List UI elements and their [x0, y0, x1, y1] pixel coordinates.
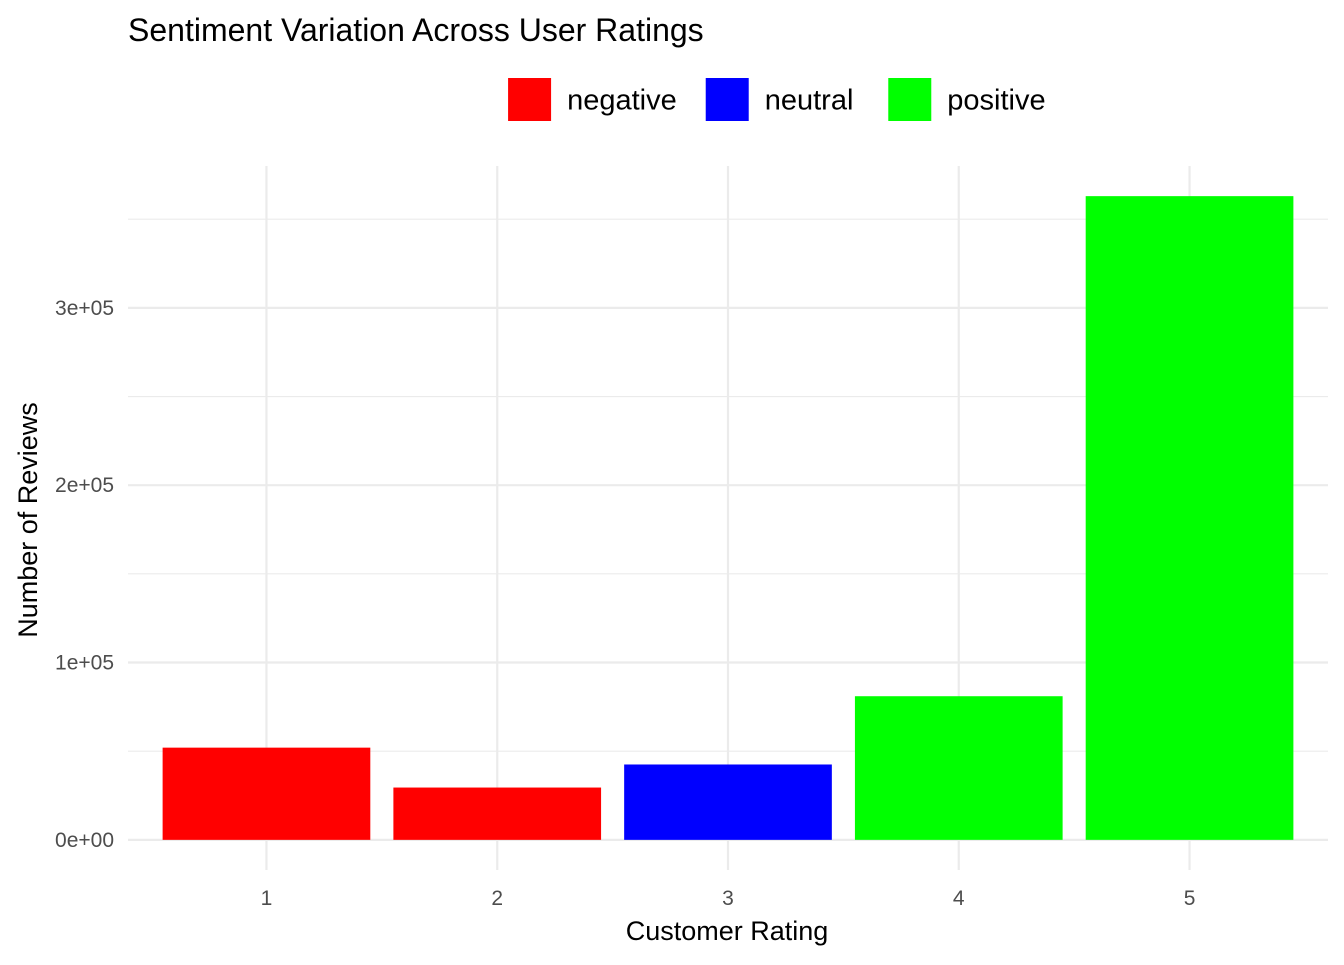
bar-rating-5 — [1085, 196, 1294, 840]
y-axis-label: Number of Reviews — [13, 402, 43, 638]
tick-layer: 0e+00 1e+05 2e+05 3e+05 1 2 3 4 5 — [55, 297, 1195, 910]
bar-rating-4 — [854, 696, 1063, 840]
bar-rating-2 — [393, 787, 602, 840]
x-tick-label: 2 — [491, 887, 503, 910]
legend-key-negative — [508, 78, 552, 121]
legend-label-positive: positive — [947, 85, 1045, 117]
y-tick-label: 2e+05 — [55, 474, 114, 497]
legend-label-negative: negative — [567, 85, 677, 117]
x-tick-label: 4 — [953, 887, 965, 910]
legend-key-positive — [888, 78, 932, 121]
x-axis-label: Customer Rating — [626, 916, 829, 946]
legend-item-positive: positive — [888, 78, 1046, 121]
x-tick-label: 5 — [1184, 887, 1196, 910]
legend-label-neutral: neutral — [765, 85, 854, 117]
chart-title: Sentiment Variation Across User Ratings — [128, 12, 704, 48]
bar-rating-1 — [162, 747, 371, 840]
y-tick-label: 1e+05 — [55, 652, 114, 675]
legend-key-neutral — [705, 78, 749, 121]
x-tick-label: 3 — [722, 887, 734, 910]
bar-rating-3 — [624, 764, 832, 840]
legend-item-neutral: neutral — [705, 78, 854, 121]
bar-layer — [162, 196, 1294, 840]
y-tick-label: 3e+05 — [55, 297, 114, 320]
legend-item-negative: negative — [508, 78, 677, 121]
y-tick-label: 0e+00 — [55, 829, 114, 852]
legend: negative neutral positive — [508, 78, 1046, 121]
x-tick-label: 1 — [261, 887, 273, 910]
